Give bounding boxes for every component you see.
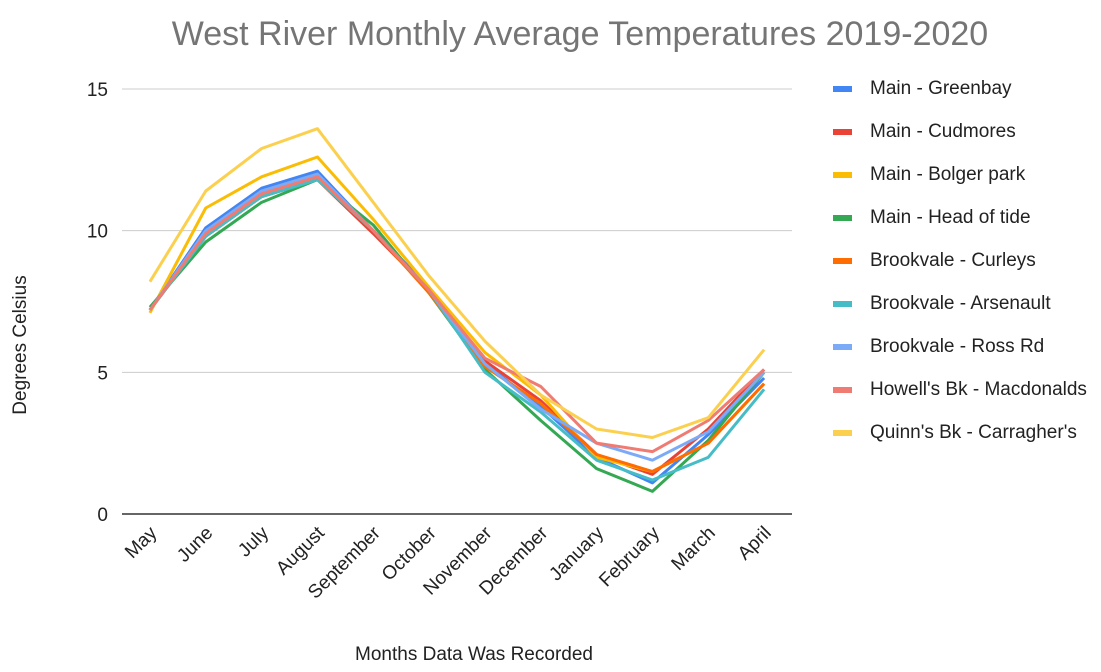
- series-line: [148, 127, 766, 439]
- x-axis-label: Months Data Was Recorded: [355, 644, 593, 665]
- legend-swatch: [833, 387, 852, 393]
- legend: Main - Greenbay Main - Cudmores Main - Bol…: [833, 78, 1095, 465]
- series-line: [148, 172, 766, 462]
- legend-label: Main - Greenbay: [870, 78, 1012, 99]
- legend-item: Brookvale - Arsenault: [833, 293, 1095, 315]
- legend-swatch: [833, 258, 852, 264]
- x-tick-label: April: [734, 523, 776, 565]
- legend-label: Main - Head of tide: [870, 207, 1031, 228]
- series-line: [148, 178, 766, 493]
- legend-item: Main - Head of tide: [833, 207, 1095, 229]
- legend-label: Howell's Bk - Macdonalds: [870, 379, 1087, 400]
- legend-label: Main - Cudmores: [870, 121, 1016, 142]
- x-tick-label: June: [173, 523, 217, 567]
- legend-item: Main - Bolger park: [833, 164, 1095, 186]
- y-tick-label: 15: [87, 80, 108, 101]
- legend-item: Brookvale - Ross Rd: [833, 336, 1095, 358]
- legend-label: Brookvale - Curleys: [870, 250, 1036, 271]
- legend-swatch: [833, 215, 852, 221]
- legend-swatch: [833, 430, 852, 436]
- legend-label: Main - Bolger park: [870, 164, 1026, 185]
- y-tick-label: 5: [97, 363, 108, 384]
- legend-item: Main - Greenbay: [833, 78, 1095, 100]
- legend-swatch: [833, 86, 852, 92]
- legend-swatch: [833, 129, 852, 135]
- series-line: [148, 178, 766, 482]
- legend-item: Howell's Bk - Macdonalds: [833, 379, 1095, 401]
- legend-swatch: [833, 344, 852, 350]
- legend-label: Brookvale - Arsenault: [870, 293, 1051, 314]
- x-tick-label: July: [234, 522, 273, 561]
- y-tick-label: 0: [97, 505, 108, 526]
- y-tick-label: 10: [87, 222, 108, 243]
- legend-label: Brookvale - Ross Rd: [870, 336, 1045, 357]
- legend-item: Quinn's Bk - Carragher's: [833, 422, 1095, 444]
- legend-item: Main - Cudmores: [833, 121, 1095, 143]
- series-line: [148, 175, 766, 454]
- legend-swatch: [833, 301, 852, 307]
- x-tick-label: February: [595, 522, 664, 591]
- legend-item: Brookvale - Curleys: [833, 250, 1095, 272]
- chart-title: West River Monthly Average Temperatures …: [172, 15, 988, 53]
- legend-swatch: [833, 172, 852, 178]
- legend-label: Quinn's Bk - Carragher's: [870, 422, 1077, 443]
- x-tick-label: May: [121, 522, 162, 563]
- x-tick-label: March: [668, 523, 720, 575]
- y-axis-label: Degrees Celsius: [10, 275, 31, 414]
